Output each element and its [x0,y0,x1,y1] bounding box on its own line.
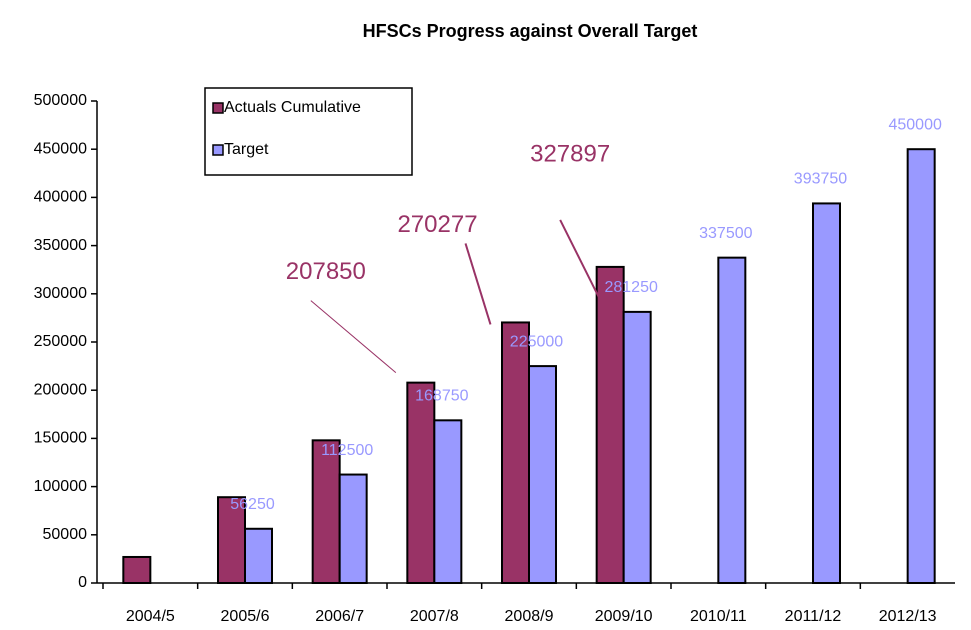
bar [622,310,652,584]
bar [311,439,341,584]
y-tick-label: 400000 [34,189,87,206]
data-label: 207850 [286,258,366,285]
x-tick-label: 2007/8 [410,608,459,625]
x-tick-label: 2004/5 [126,608,175,625]
y-tick-label: 50000 [43,526,88,543]
y-tick-label: 200000 [34,381,87,398]
leader-line [310,300,397,374]
data-label: 168750 [415,388,468,405]
y-tick-label: 450000 [34,140,87,157]
bar [528,365,557,584]
x-tick-label: 2012/13 [879,608,937,625]
data-label: 327897 [530,140,610,167]
bar [122,555,152,584]
data-label: 337500 [699,225,752,242]
x-tick-label: 2005/6 [221,608,270,625]
data-label: 112500 [321,442,373,459]
y-tick-label: 500000 [34,92,87,109]
data-label: 56250 [230,496,275,513]
x-tick-label: 2009/10 [595,608,653,625]
bar [717,256,747,584]
legend-label: Target [224,141,269,158]
y-tick-label: 300000 [34,285,87,302]
chart-title: HFSCs Progress against Overall Target [363,21,698,41]
x-tick-label: 2006/7 [315,608,364,625]
data-label: 281250 [604,279,657,296]
bar [244,527,273,585]
leader-line [559,219,602,301]
bar [338,473,368,584]
data-label: 393750 [794,171,847,188]
legend-swatch [212,102,224,114]
bar [406,381,436,584]
data-label: 270277 [397,211,477,238]
legend-label: Actuals Cumulative [224,99,361,116]
data-label: 225000 [510,333,563,350]
y-tick-label: 150000 [34,430,87,447]
y-tick-label: 0 [78,574,87,591]
bar [812,202,841,585]
x-tick-label: 2011/12 [785,608,842,625]
y-tick-label: 350000 [34,237,87,254]
bar [595,265,625,584]
bar [433,419,463,585]
y-tick-label: 100000 [34,478,87,495]
bar [501,321,530,584]
y-tick-label: 250000 [34,333,87,350]
data-label: 450000 [888,116,941,133]
bar [217,496,246,585]
bar [906,148,936,584]
legend-box [204,87,413,176]
x-tick-label: 2008/9 [505,608,554,625]
x-tick-label: 2010/11 [690,608,747,625]
legend-swatch [212,144,224,156]
leader-line [464,243,492,325]
